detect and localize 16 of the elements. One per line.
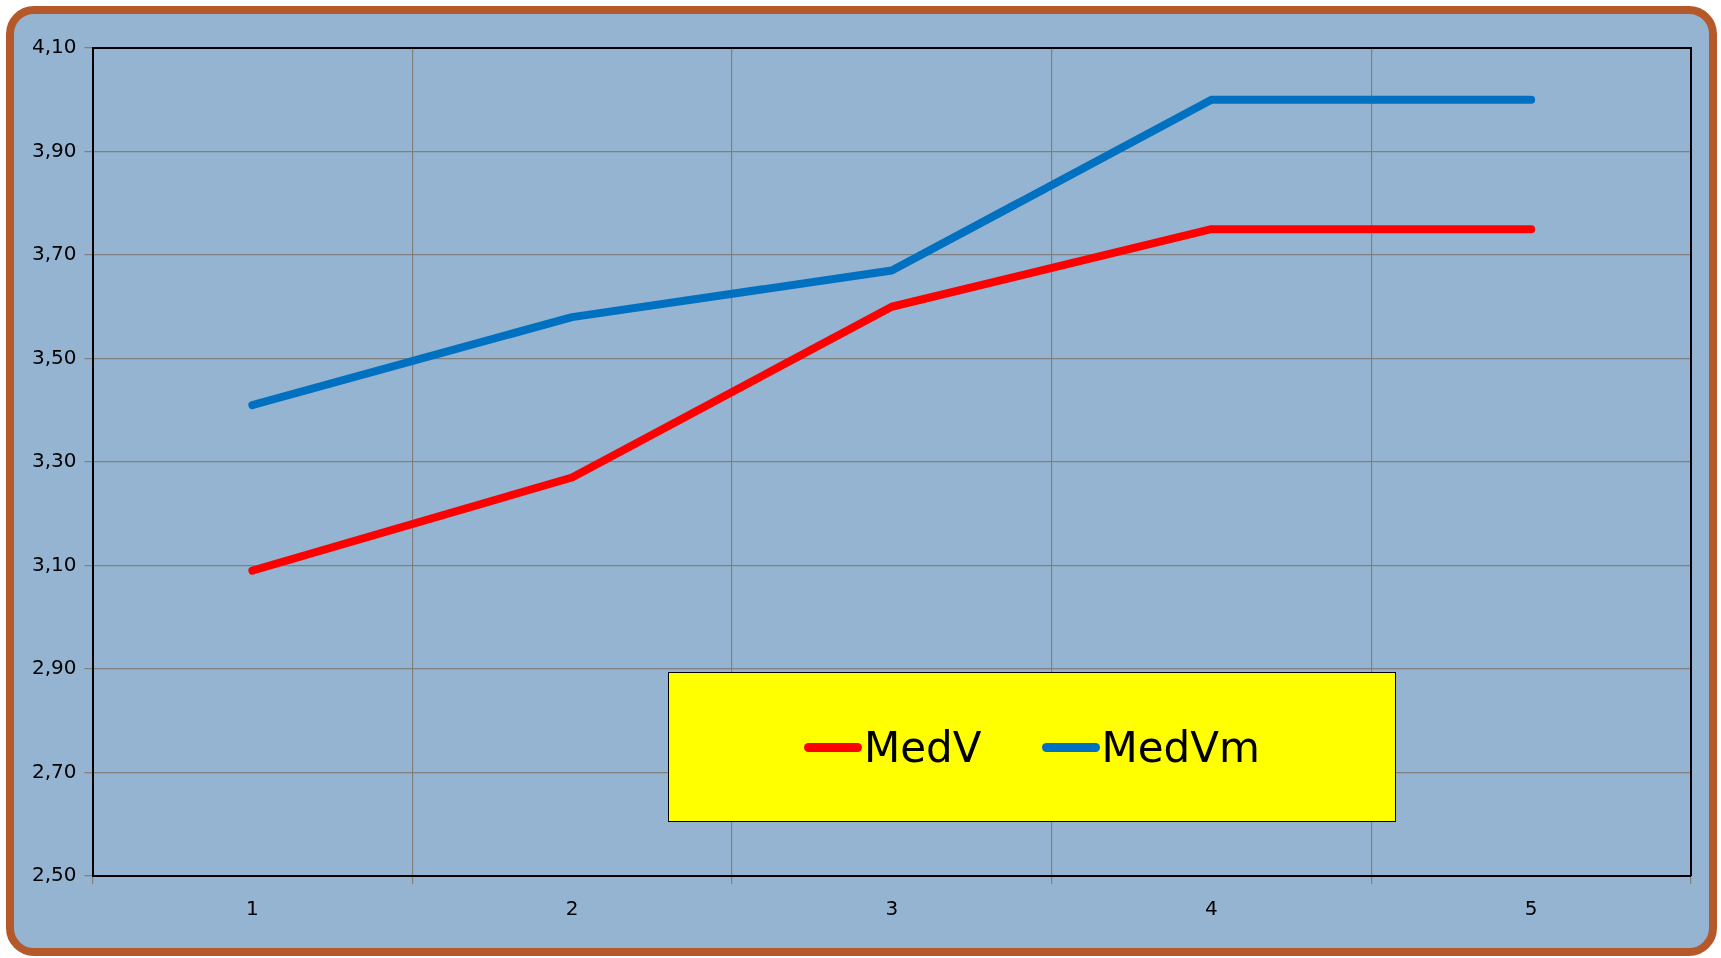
x-tick-label: 2 bbox=[565, 896, 579, 921]
legend-label: MedVm bbox=[1101, 722, 1260, 772]
y-tick-label: 2,70 bbox=[32, 758, 77, 783]
y-tick-label: 3,70 bbox=[32, 241, 77, 266]
y-tick-label: 3,50 bbox=[32, 344, 77, 369]
legend-label: MedV bbox=[864, 722, 982, 772]
y-tick-label: 3,90 bbox=[32, 137, 77, 162]
y-tick-label: 4,10 bbox=[32, 34, 77, 59]
x-tick-label: 3 bbox=[885, 896, 899, 921]
y-tick-label: 2,90 bbox=[32, 655, 77, 680]
y-tick-label: 2,50 bbox=[32, 862, 77, 887]
x-tick-label: 1 bbox=[246, 896, 259, 921]
y-tick-label: 3,10 bbox=[32, 551, 77, 576]
y-tick-label: 3,30 bbox=[32, 448, 77, 473]
x-tick-label: 5 bbox=[1524, 896, 1538, 921]
x-tick-label: 4 bbox=[1205, 896, 1218, 921]
